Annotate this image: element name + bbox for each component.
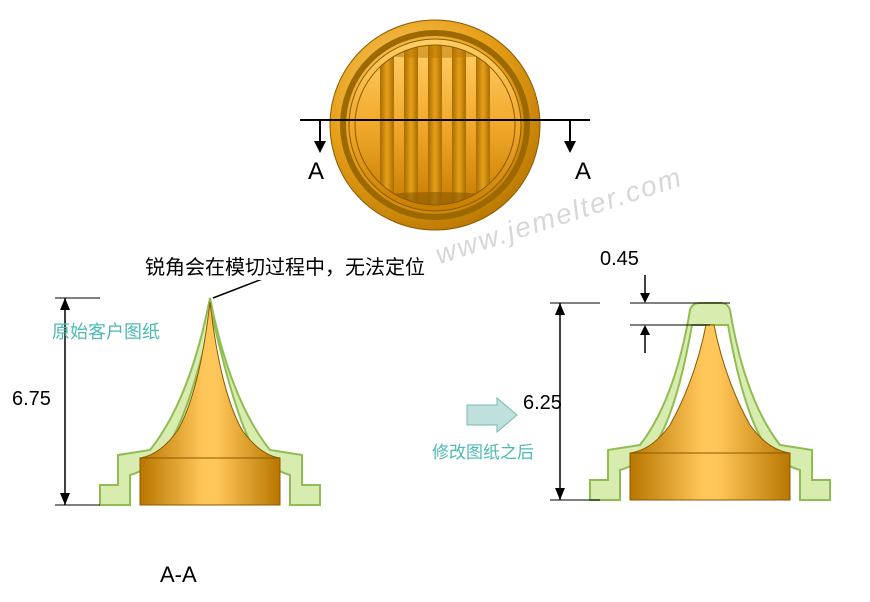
diagram-root: www.jemelter.com xyxy=(0,0,870,602)
right-dim-h-value: 6.25 xyxy=(523,392,562,415)
right-core xyxy=(630,325,790,500)
section-line xyxy=(290,105,600,165)
left-dim-value: 6.75 xyxy=(12,388,51,411)
right-caption-teal: 修改图纸之后 xyxy=(432,438,534,463)
left-caption-teal: 原始客户图纸 xyxy=(52,318,160,344)
section-letter-left: A xyxy=(308,158,324,186)
right-dim-top-value: 0.45 xyxy=(600,248,639,271)
section-letter-right: A xyxy=(575,158,591,186)
transition-arrow-icon xyxy=(462,395,522,435)
left-pointer-line xyxy=(213,280,265,298)
left-title: 锐角会在模切过程中，无法定位 xyxy=(145,251,425,280)
left-view-label: A-A xyxy=(160,562,197,588)
section-right xyxy=(530,275,850,535)
left-core xyxy=(140,302,280,505)
